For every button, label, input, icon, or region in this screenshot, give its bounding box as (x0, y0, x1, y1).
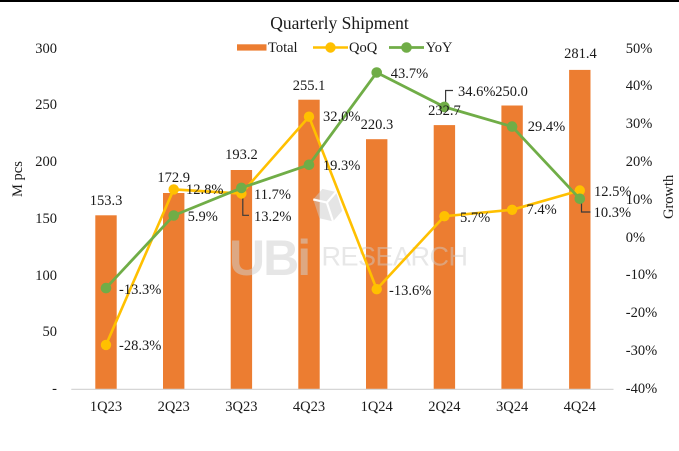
svg-text:UBi: UBi (229, 230, 309, 286)
svg-text:RESEARCH: RESEARCH (322, 242, 468, 272)
